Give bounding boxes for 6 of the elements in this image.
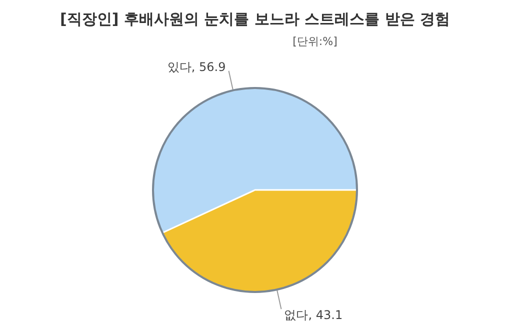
data-label: , 43.1 bbox=[308, 308, 343, 322]
slice-label: 있다 bbox=[167, 60, 192, 74]
slice-label: 없다 bbox=[284, 308, 308, 322]
chart-subtitle: [단위:%] bbox=[292, 35, 338, 48]
chart-title: [직장인] 후배사원의 눈치를 보느라 스트레스를 받은 경험 bbox=[60, 10, 450, 28]
data-label: , 56.9 bbox=[191, 60, 226, 74]
